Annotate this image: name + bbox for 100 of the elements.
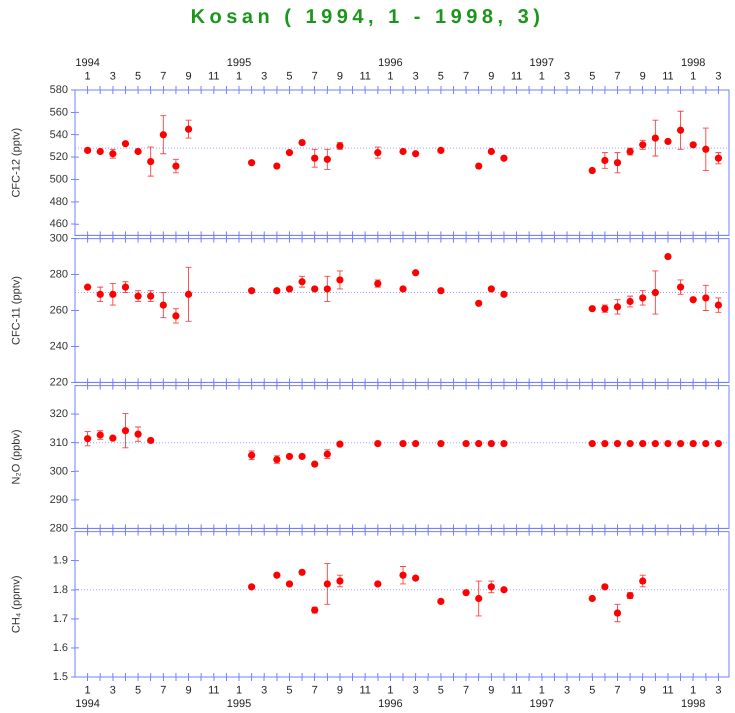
- point: [412, 440, 420, 448]
- x2-tick-label: 5: [438, 70, 444, 82]
- x-tick-label: 7: [463, 684, 470, 697]
- y-tick-label: 1.6: [52, 642, 68, 654]
- point: [399, 148, 407, 156]
- x-tick-label: 7: [614, 684, 621, 697]
- point: [412, 150, 420, 158]
- point: [298, 278, 306, 286]
- point: [676, 126, 684, 134]
- y-tick-label: 1.9: [52, 554, 68, 567]
- y-tick-label: 1.7: [52, 612, 68, 625]
- x-tick-label: 5: [135, 684, 142, 697]
- point: [690, 141, 697, 148]
- x-tick-label: 1 1996: [378, 684, 403, 710]
- point: [475, 440, 482, 448]
- point: [399, 285, 407, 293]
- y-tick-label: 310: [50, 436, 68, 449]
- x2-tick-label: 11: [359, 70, 371, 82]
- x-tick-label: 3: [110, 684, 116, 697]
- point: [437, 146, 444, 154]
- x-tick-label: 11: [662, 684, 674, 697]
- point: [286, 452, 294, 460]
- y-tick-label: 300: [50, 465, 68, 478]
- point: [84, 146, 92, 154]
- x2-tick-label: 9: [336, 70, 343, 82]
- x-tick-label: 11: [208, 684, 220, 697]
- point: [488, 583, 495, 590]
- x-tick-label: 11: [510, 684, 522, 697]
- point: [109, 434, 116, 442]
- point: [184, 290, 192, 298]
- point: [122, 427, 130, 434]
- point: [336, 577, 344, 585]
- x-tick-label: 11: [359, 684, 371, 697]
- x-tick-label: 7: [160, 684, 166, 697]
- point: [652, 134, 659, 142]
- point: [336, 440, 344, 448]
- point: [412, 574, 420, 582]
- point: [652, 288, 659, 296]
- point: [500, 290, 508, 298]
- y-tick-label: 320: [50, 408, 68, 420]
- point: [273, 162, 280, 170]
- point: [298, 452, 306, 460]
- point: [500, 154, 508, 162]
- point: [614, 609, 622, 617]
- point: [690, 296, 697, 304]
- y-tick-label: 280: [50, 522, 68, 534]
- point: [374, 580, 382, 588]
- y-axis-title: CH₄ (ppmv): [10, 575, 23, 634]
- point: [172, 162, 180, 170]
- x-tick-label: 9: [488, 684, 494, 697]
- point: [437, 287, 444, 294]
- point: [109, 290, 116, 298]
- point: [147, 436, 154, 444]
- point: [147, 292, 154, 300]
- x-tick-label: 5: [589, 684, 596, 697]
- point: [336, 276, 344, 284]
- point: [84, 435, 92, 442]
- point: [437, 440, 444, 448]
- x2-tick-label: 1994 1: [75, 57, 100, 82]
- x2-tick-label: 3: [564, 70, 570, 82]
- y-tick-label: 560: [50, 106, 68, 118]
- x2-tick-label: 7: [463, 70, 470, 82]
- point: [676, 440, 684, 448]
- y-tick-label: 290: [50, 494, 68, 506]
- y-tick-label: 280: [50, 268, 68, 281]
- x-tick-label: 1 1995: [226, 684, 252, 710]
- y-tick-label: 260: [50, 304, 68, 317]
- x2-tick-label: 1998 1: [680, 57, 706, 82]
- x2-tick-label: 9: [185, 70, 192, 82]
- y-tick-label: 500: [50, 174, 68, 186]
- x-tick-label: 9: [336, 684, 343, 697]
- point: [488, 148, 495, 156]
- point: [324, 285, 331, 293]
- y-tick-label: 520: [50, 151, 68, 164]
- x-tick-label: 9: [640, 684, 646, 697]
- y-axis-title: CFC-12 (pptv): [10, 128, 23, 198]
- point: [273, 287, 280, 294]
- point: [184, 126, 192, 133]
- point: [500, 586, 508, 594]
- point: [286, 285, 294, 293]
- x-tick-label: 3: [715, 684, 722, 697]
- point: [248, 159, 256, 166]
- point: [690, 440, 697, 448]
- x2-tick-label: 11: [510, 70, 522, 82]
- point: [702, 294, 710, 302]
- point: [324, 156, 331, 163]
- point: [96, 148, 104, 156]
- point: [588, 166, 596, 174]
- point: [311, 154, 318, 162]
- x2-tick-label: 1997 1: [530, 57, 554, 82]
- x-tick-label: 1 1994: [75, 684, 100, 710]
- point: [614, 303, 622, 311]
- y-tick-label: 460: [50, 218, 68, 230]
- y-axis-title: N₂O (ppbv): [10, 429, 23, 485]
- point: [475, 300, 482, 307]
- point: [437, 598, 444, 605]
- y-axis-title: CFC-11 (pptv): [10, 276, 23, 345]
- point: [374, 149, 382, 156]
- x-tick-label: 5: [438, 684, 444, 697]
- y-tick-label: 1.5: [52, 671, 68, 684]
